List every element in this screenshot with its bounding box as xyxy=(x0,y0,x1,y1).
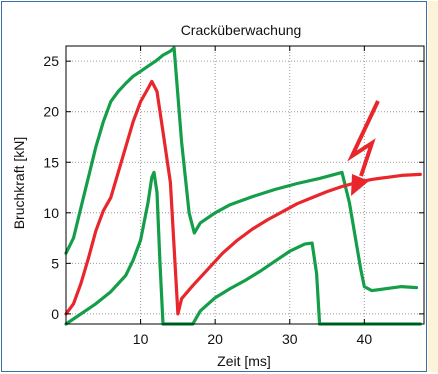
x-tick-label: 10 xyxy=(133,331,149,347)
x-tick-label: 30 xyxy=(282,331,298,347)
x-tick-label: 20 xyxy=(207,331,223,347)
series-line-2 xyxy=(64,79,422,316)
series-group xyxy=(64,46,422,326)
y-tick-label: 10 xyxy=(43,205,59,221)
x-axis-label: Zeit [ms] xyxy=(217,353,271,369)
y-tick-label: 25 xyxy=(43,53,59,69)
annotation-group xyxy=(347,100,380,196)
series-line-1 xyxy=(64,46,419,293)
y-tick-label: 20 xyxy=(43,104,59,120)
y-axis-label: Bruchkraft [kN] xyxy=(11,137,27,230)
tick-labels: 10 20 30 40 0 5 10 15 20 25 xyxy=(43,53,372,347)
background-strip xyxy=(428,1,438,372)
y-tick-label: 0 xyxy=(51,306,59,322)
y-tick-label: 5 xyxy=(51,255,59,271)
lightning-bolt-icon xyxy=(347,100,380,196)
lightning-bolt-arrowhead xyxy=(351,174,369,196)
axes xyxy=(65,45,425,325)
plot-area-border xyxy=(65,45,425,325)
x-tick-label: 40 xyxy=(357,331,373,347)
chart-title: Cracküberwachung xyxy=(181,22,302,38)
series-line-3 xyxy=(64,170,422,326)
y-tick-label: 15 xyxy=(43,154,59,170)
lightning-bolt-line xyxy=(347,100,380,177)
